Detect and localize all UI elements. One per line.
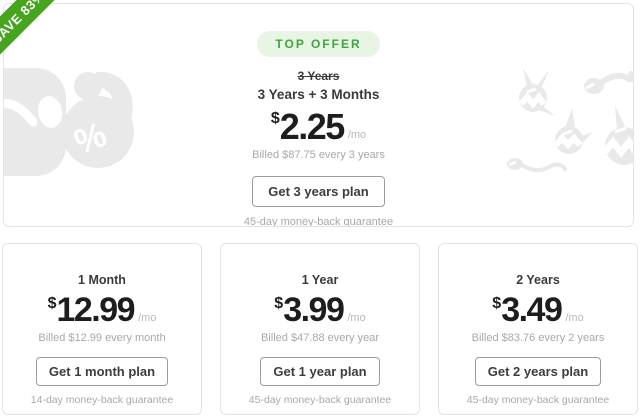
plan-name: 1 Year bbox=[301, 273, 339, 287]
money-back-guarantee: 45-day money-back guarantee bbox=[466, 394, 610, 407]
get-1-year-plan-button[interactable]: Get 1 year plan bbox=[260, 357, 380, 387]
plan-name: 1 Month bbox=[78, 273, 126, 287]
top-offer-card: % bbox=[3, 3, 634, 227]
price-period: /mo bbox=[138, 312, 157, 325]
currency-symbol: $ bbox=[274, 295, 284, 312]
money-back-guarantee: 45-day money-back guarantee bbox=[243, 216, 394, 227]
get-1-month-plan-button[interactable]: Get 1 month plan bbox=[35, 357, 169, 387]
offer-term: 3 Years + 3 Months bbox=[257, 87, 380, 102]
original-term-strikethrough: 3 Years bbox=[297, 69, 340, 83]
billing-note: Billed $83.76 every 2 years bbox=[471, 332, 605, 345]
price-period: /mo bbox=[565, 312, 584, 325]
money-back-guarantee: 14-day money-back guarantee bbox=[30, 394, 174, 407]
billing-note: Billed $47.88 every year bbox=[260, 332, 379, 345]
currency-symbol: $ bbox=[492, 295, 502, 312]
money-back-guarantee: 45-day money-back guarantee bbox=[248, 394, 392, 407]
plan-card-2-years: 2 Years $ 3.49 /mo Billed $83.76 every 2… bbox=[438, 243, 638, 415]
plan-name: 2 Years bbox=[516, 273, 560, 287]
get-3-years-plan-button[interactable]: Get 3 years plan bbox=[252, 176, 385, 208]
price-amount: 3.49 bbox=[501, 291, 563, 329]
plans-row: 1 Month $ 12.99 /mo Billed $12.99 every … bbox=[2, 243, 638, 415]
billing-note: Billed $87.75 every 3 years bbox=[252, 149, 385, 162]
get-2-years-plan-button[interactable]: Get 2 years plan bbox=[474, 357, 602, 387]
plan-price: $ 3.99 /mo bbox=[221, 291, 419, 329]
currency-symbol: $ bbox=[47, 295, 57, 312]
offer-price: $ 2.25 /mo bbox=[4, 106, 633, 147]
price-period: /mo bbox=[347, 312, 366, 325]
price-amount: 3.99 bbox=[283, 291, 345, 329]
plan-card-1-year: 1 Year $ 3.99 /mo Billed $47.88 every ye… bbox=[220, 243, 420, 415]
plan-price: $ 3.49 /mo bbox=[439, 291, 637, 329]
price-amount: 2.25 bbox=[279, 106, 346, 147]
currency-symbol: $ bbox=[270, 110, 280, 127]
plan-price: $ 12.99 /mo bbox=[3, 291, 201, 329]
plan-card-1-month: 1 Month $ 12.99 /mo Billed $12.99 every … bbox=[2, 243, 202, 415]
top-offer-badge: TOP OFFER bbox=[257, 31, 380, 57]
price-amount: 12.99 bbox=[56, 291, 135, 329]
price-period: /mo bbox=[347, 129, 367, 142]
billing-note: Billed $12.99 every month bbox=[38, 332, 166, 345]
